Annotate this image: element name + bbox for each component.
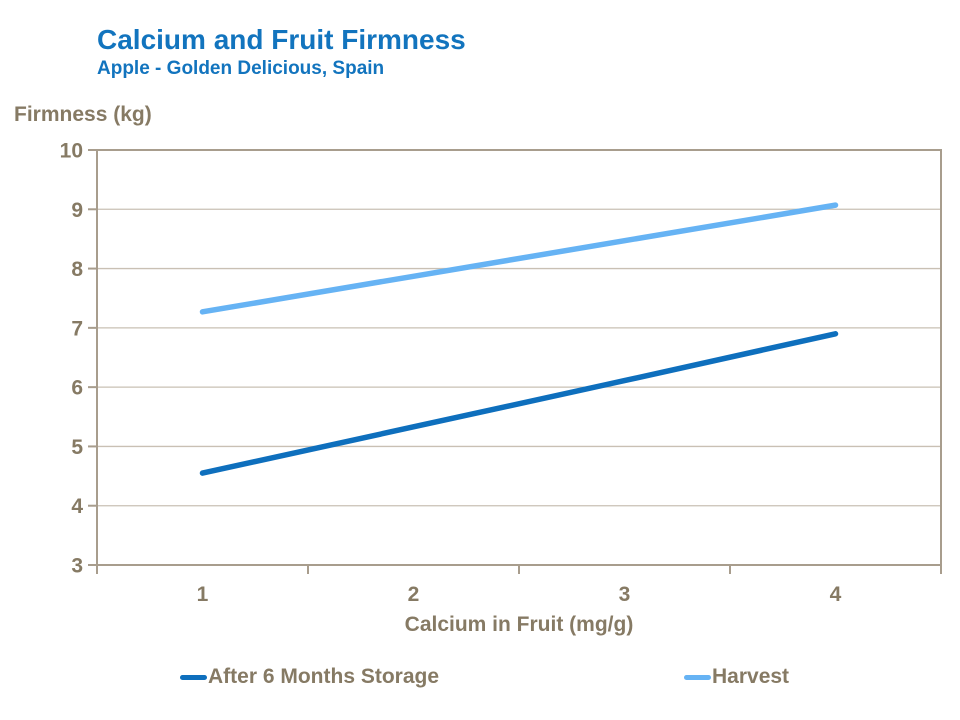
x-tick-label: 3 (619, 583, 631, 606)
x-tick-label: 2 (408, 583, 420, 606)
y-tick-label: 5 (71, 436, 83, 459)
legend-label-storage: After 6 Months Storage (208, 665, 440, 688)
y-axis-title: Firmness (kg) (14, 103, 152, 126)
chart-title: Calcium and Fruit Firmness (97, 24, 466, 55)
y-tick-label: 10 (60, 140, 83, 163)
harvest-line-swatch-icon (684, 674, 711, 680)
x-tick-label: 1 (197, 583, 209, 606)
y-tick-label: 8 (71, 258, 83, 281)
series-line-after-6-months-storage (199, 331, 839, 476)
y-tick-label: 7 (71, 317, 83, 340)
legend-item-after-6-months-storage: After 6 Months Storage (180, 662, 439, 692)
plot-frame (96, 149, 942, 566)
legend-label-harvest: Harvest (712, 665, 790, 688)
y-tick-label: 9 (71, 199, 83, 222)
y-tick-label: 6 (71, 377, 83, 400)
x-tick-label: 4 (830, 583, 842, 606)
chart-subtitle: Apple - Golden Delicious, Spain (97, 58, 385, 79)
y-tick-label: 4 (71, 495, 83, 518)
x-axis-title: Calcium in Fruit (mg/g) (404, 613, 634, 636)
legend: After 6 Months Storage Harvest (0, 662, 960, 692)
legend-item-harvest: Harvest (684, 662, 789, 692)
y-tick-label: 3 (71, 555, 83, 578)
storage-line-swatch-icon (180, 674, 207, 680)
series-line-harvest (199, 202, 839, 315)
